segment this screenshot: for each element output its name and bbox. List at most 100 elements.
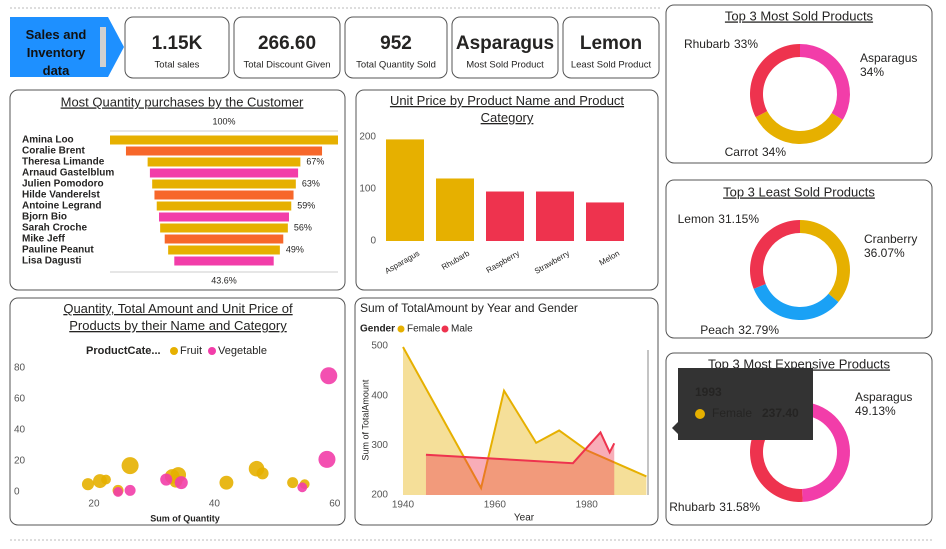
y-axis-title: Sum of TotalAmount [360,379,370,460]
chart-title-line: Products by their Name and Category [69,318,287,333]
donut-slice [800,44,850,120]
bubble [101,474,111,485]
bubble [318,450,336,468]
legend-label: Male [451,324,473,335]
funnel-bar [154,190,294,200]
bar [536,191,574,241]
bar [436,178,474,241]
value-label: 63% [302,178,320,188]
category-label: Coralie Brent [22,146,85,157]
nav-button[interactable] [10,17,124,77]
category-label: Bjorn Bio [22,212,67,223]
chart-title: Top 3 Most Expensive Products [708,356,891,371]
kpi-value: 1.15K [152,33,203,54]
x-tick-label: 60 [329,499,341,510]
category-label: Antoine Legrand [22,201,101,212]
funnel-bar [110,135,338,145]
category-label: Arnaud Gastelblum [22,168,114,179]
value-label: 59% [297,200,315,210]
kpi-value: 952 [380,33,412,54]
x-tick-label: 1960 [484,500,507,511]
kpi-label: Total Discount Given [243,60,330,71]
slice-value: 36.07% [864,246,905,260]
bubble [219,475,234,490]
funnel-bar [174,256,274,266]
tooltip-series: Female [712,406,752,420]
chart-title: Most Quantity purchases by the Customer [61,94,304,109]
value-label: 67% [306,156,324,166]
legend-label: Fruit [180,345,202,357]
x-tick-label: 1940 [392,500,415,511]
chart-title: Unit Price by Product Name and Product Ca… [390,93,624,125]
slice-label: Rhubarb 33% [684,37,758,51]
y-tick-label: 400 [371,390,388,401]
area-fill [425,432,615,495]
value-label: 43.6% [211,275,237,285]
legend-dot [170,347,178,355]
tooltip-pointer [672,422,678,434]
category-label: Sarah Croche [22,223,87,234]
y-tick-label: 200 [359,131,376,142]
funnel-bar [156,201,292,211]
slice-value: 32.79% [738,323,779,337]
slice-name: Rhubarb [684,37,730,51]
x-axis-title: Year [514,513,535,524]
slice-label: Carrot 34% [725,145,787,159]
donut-slice [750,220,800,289]
bubble [121,457,139,475]
value-label: 56% [294,222,312,232]
kpi-card [233,16,341,79]
slice-label: Peach 32.79% [700,323,779,337]
slice-name: Carrot [725,145,759,159]
bubble [287,477,299,489]
category-label: Theresa Limande [22,157,105,168]
chart-title: Top 3 Least Sold Products [723,184,875,199]
slice-value: 34% [762,145,786,159]
bubble [160,473,173,486]
value-label: 49% [286,244,304,254]
slice-name: Cranberry [864,232,917,246]
y-tick-label: 100 [359,184,376,195]
slice-name: Asparagus [855,390,912,404]
bar-panel [355,89,659,291]
nav-button-scroll [100,27,106,67]
slice-value: 33% [734,37,758,51]
bubble [124,484,136,496]
funnel-bar [125,146,323,156]
slice-value: 31.15% [718,212,759,226]
donut-slice [800,220,850,303]
legend-dot [441,325,449,333]
tooltip-value: 237.40 [762,406,799,420]
funnel-bar [159,212,289,222]
donut-slice [755,111,843,144]
bubble [297,482,308,493]
funnel-bar [152,179,296,189]
y-tick-label: 200 [371,490,388,501]
slice-name: Rhubarb [669,500,715,514]
bubble [81,478,94,491]
slice-name: Peach [700,323,734,337]
category-label: Mike Jeff [22,234,65,245]
chart-title-line: Unit Price by Product Name and Product [390,93,624,108]
y-tick-label: 20 [14,456,26,467]
legend-dot [397,325,405,333]
donut-slice [753,283,839,320]
slice-value: 31.58% [719,500,760,514]
kpi-label: Total sales [155,60,200,71]
category-label: Pauline Peanut [22,245,94,256]
kpi-card [344,16,448,79]
nav-button-label[interactable]: Sales and Inventory data [25,27,87,78]
y-tick-label: 0 [14,487,20,498]
kpi-value: Asparagus [456,33,554,54]
chart-title: Sum of TotalAmount by Year and Gender [360,301,578,315]
kpi-label: Most Sold Product [466,60,544,71]
tooltip-title: 1993 [695,385,722,399]
nav-button-label-group: Sales and Inventory data [25,27,87,78]
donut-panel [665,4,933,164]
area-line [402,346,647,491]
nav-button-label-box: Sales and Inventory data [25,27,87,78]
legend-dot [208,347,216,355]
tooltip [678,368,813,440]
y-tick-label: 0 [370,236,376,247]
